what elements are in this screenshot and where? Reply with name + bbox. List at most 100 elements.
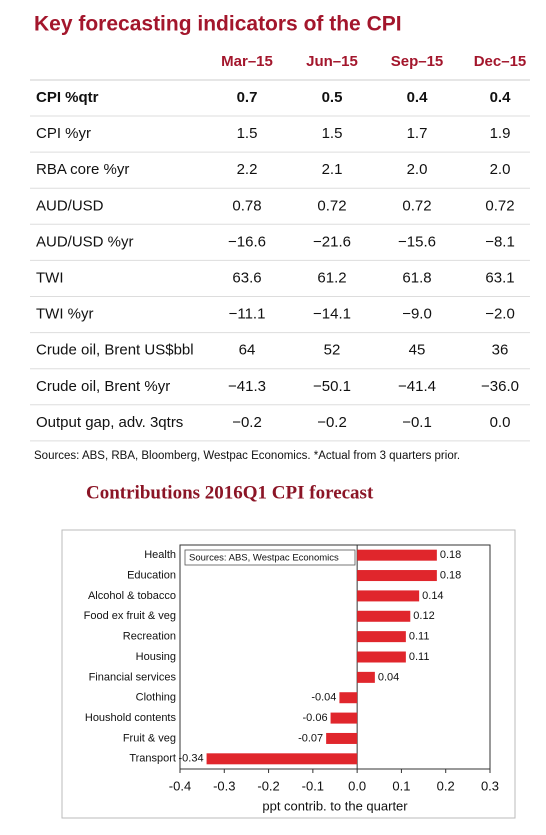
x-tick-label: -0.2 — [257, 778, 279, 793]
column-header: Sep–15 — [391, 53, 444, 70]
cell: 1.5 — [322, 125, 343, 142]
value-label: 0.18 — [440, 569, 461, 581]
cell: −2.0 — [485, 306, 515, 323]
category-label: Houshold contents — [85, 712, 177, 724]
cell: 0.72 — [485, 197, 514, 214]
value-label: 0.11 — [409, 631, 430, 643]
cell: −41.3 — [228, 378, 266, 395]
category-label: Clothing — [136, 692, 176, 704]
cell: 0.4 — [407, 89, 429, 106]
doc-title: Key forecasting indicators of the CPI — [34, 13, 402, 36]
x-tick-label: -0.3 — [213, 778, 235, 793]
row-label: RBA core %yr — [36, 161, 129, 178]
cell: −11.1 — [229, 306, 266, 323]
cell: 1.9 — [490, 125, 511, 142]
cell: 2.0 — [490, 161, 511, 178]
bar — [330, 712, 358, 724]
row-label: TWI %yr — [36, 306, 94, 323]
bar — [357, 590, 420, 602]
value-label: -0.34 — [178, 753, 203, 765]
note-box — [184, 549, 356, 566]
bar — [357, 651, 406, 663]
row-label: Crude oil, Brent %yr — [36, 378, 170, 395]
bar — [357, 671, 375, 683]
cell: 2.1 — [322, 161, 343, 178]
x-tick-label: 0.2 — [437, 778, 455, 793]
category-label: Financial services — [89, 671, 177, 683]
x-tick-label: -0.4 — [169, 778, 191, 793]
value-label: 0.11 — [409, 651, 430, 663]
cell: −8.1 — [485, 233, 515, 250]
cell: 0.72 — [402, 197, 431, 214]
cell: 0.5 — [322, 89, 343, 106]
value-label: 0.18 — [440, 549, 461, 561]
bar — [326, 732, 358, 744]
cell: 0.0 — [490, 414, 511, 431]
cell: 0.7 — [237, 89, 258, 106]
row-label: Output gap, adv. 3qtrs — [36, 414, 183, 431]
cell: 1.5 — [237, 125, 258, 142]
column-header: Dec–15 — [474, 53, 527, 70]
chart-frame — [61, 529, 516, 819]
category-label: Food ex fruit & veg — [84, 610, 176, 622]
bar — [357, 570, 437, 582]
cell: 2.2 — [237, 161, 258, 178]
cell: 52 — [324, 342, 341, 359]
category-label: Housing — [136, 651, 176, 663]
cell: −9.0 — [402, 306, 432, 323]
chart-title: Contributions 2016Q1 CPI forecast — [86, 482, 374, 503]
cell: −0.1 — [402, 414, 432, 431]
row-label: CPI %yr — [36, 125, 91, 142]
cell: 61.2 — [317, 269, 346, 286]
cell: 0.4 — [490, 89, 512, 106]
value-label: 0.04 — [378, 671, 399, 683]
cell: 36 — [492, 342, 509, 359]
cell: 45 — [409, 342, 426, 359]
chart-note: Sources: ABS, Westpac Economics — [189, 553, 339, 564]
column-header: Jun–15 — [306, 53, 358, 70]
cell: 2.0 — [407, 161, 428, 178]
value-label: -0.06 — [302, 712, 327, 724]
table-sources: Sources: ABS, RBA, Bloomberg, Westpac Ec… — [34, 450, 460, 462]
category-label: Fruit & veg — [123, 732, 176, 744]
row-label: CPI %qtr — [36, 89, 99, 106]
column-header: Mar–15 — [221, 53, 273, 70]
cell: 61.8 — [402, 269, 431, 286]
row-label: TWI — [36, 269, 64, 286]
row-label: Crude oil, Brent US$bbl — [36, 342, 194, 359]
category-label: Alcohol & tobacco — [88, 590, 176, 602]
x-tick-label: 0.1 — [392, 778, 410, 793]
cell: 1.7 — [407, 125, 428, 142]
cell: −21.6 — [313, 233, 351, 250]
value-label: -0.04 — [311, 692, 336, 704]
cell: −36.0 — [481, 378, 519, 395]
cell: −41.4 — [398, 378, 436, 395]
value-label: 0.14 — [422, 590, 443, 602]
category-label: Recreation — [123, 631, 176, 643]
category-label: Education — [127, 569, 176, 581]
x-tick-label: 0.3 — [481, 778, 499, 793]
row-label: AUD/USD %yr — [36, 233, 134, 250]
row-label: AUD/USD — [36, 197, 104, 214]
value-label: -0.07 — [298, 732, 323, 744]
cell: 64 — [239, 342, 256, 359]
cell: 0.72 — [317, 197, 346, 214]
bar — [357, 631, 406, 643]
plot-area — [179, 544, 491, 770]
value-label: 0.12 — [413, 610, 434, 622]
category-label: Health — [144, 549, 176, 561]
bar — [357, 610, 411, 622]
cell: 63.1 — [485, 269, 514, 286]
bar — [357, 549, 437, 561]
cell: −14.1 — [313, 306, 351, 323]
x-tick-label: -0.1 — [302, 778, 324, 793]
cell: −50.1 — [313, 378, 351, 395]
x-axis-title: ppt contrib. to the quarter — [262, 798, 408, 813]
x-tick-label: 0.0 — [348, 778, 366, 793]
cell: −15.6 — [398, 233, 436, 250]
cell: −0.2 — [232, 414, 262, 431]
bar — [206, 753, 358, 765]
category-label: Transport — [129, 753, 176, 765]
bar — [339, 692, 358, 704]
